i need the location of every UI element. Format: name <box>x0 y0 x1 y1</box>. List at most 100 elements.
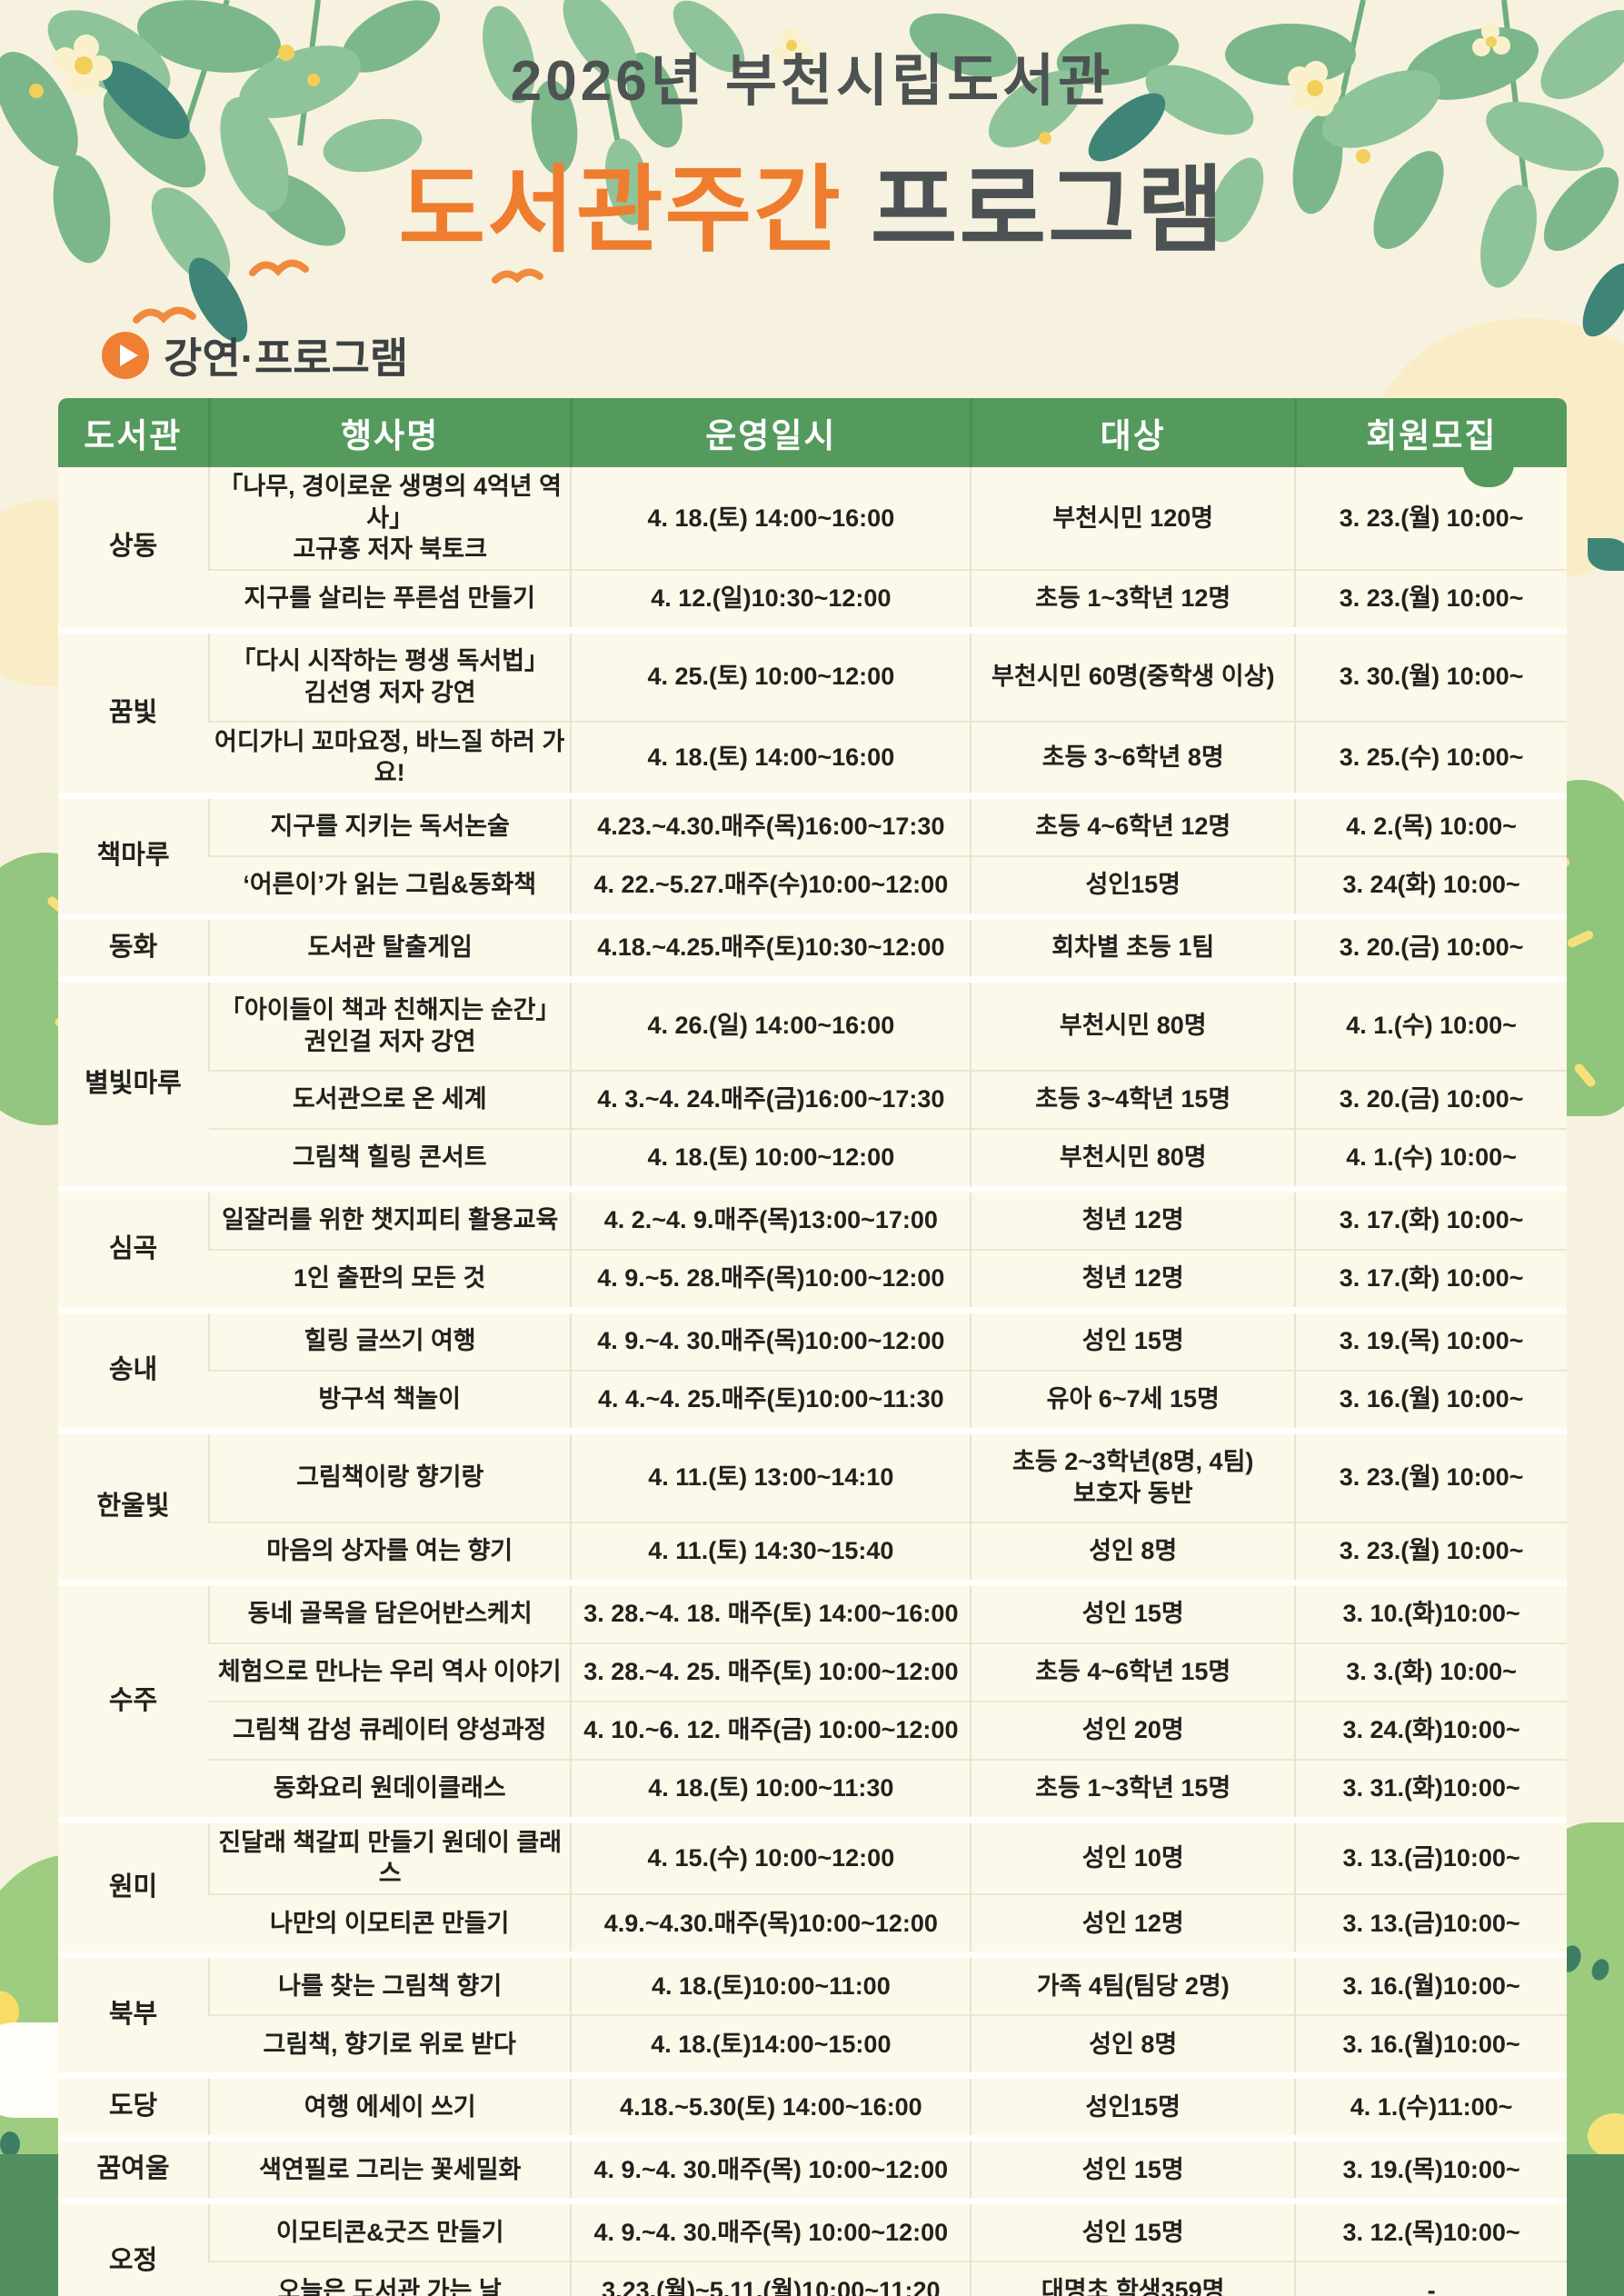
poster-title-highlight: 도서관주간 <box>398 158 842 264</box>
schedule-cell: 4.23.~4.30.매주(목)16:00~17:30 <box>570 792 971 856</box>
event-cell: ‘어른이’가 읽는 그림&동화책 <box>209 854 572 917</box>
recruit-cell: 3. 19.(목)10:00~ <box>1294 2134 1567 2201</box>
target-cell: 성인 15명 <box>970 1579 1296 1643</box>
section-header: 강연·프로그램 <box>102 325 408 385</box>
recruit-cell: 3. 20.(금) 10:00~ <box>1294 913 1567 980</box>
schedule-cell: 4. 26.(일) 14:00~16:00 <box>570 975 971 1071</box>
recruit-cell: 3. 31.(화)10:00~ <box>1294 1758 1567 1821</box>
schedule-cell: 4. 15.(수) 10:00~12:00 <box>570 1816 971 1894</box>
schedule-cell: 4. 18.(토) 14:00~16:00 <box>570 467 971 570</box>
table-row: 그림책, 향기로 위로 받다 4. 18.(토)14:00~15:00 성인 8… <box>58 2013 1567 2076</box>
target-cell: 성인 15명 <box>970 1306 1296 1371</box>
table-row: 동화요리 원데이클래스 4. 18.(토) 10:00~11:30 초등 1~3… <box>58 1758 1567 1821</box>
table-row: 별빛마루 「아이들이 책과 친해지는 순간」 권인걸 저자 강연 4. 26.(… <box>58 975 1567 1190</box>
event-cell: 진달래 책갈피 만들기 원데이 클래스 <box>207 1816 572 1894</box>
target-cell: 부천시민 80명 <box>970 975 1296 1071</box>
target-cell: 가족 4팀(팀당 2명) <box>970 1951 1296 2015</box>
table-row: 체험으로 만나는 우리 역사 이야기 3. 28.~4. 25. 매주(토) 1… <box>58 1642 1567 1702</box>
table-row: 동화 도서관 탈출게임 4.18.~4.25.매주(토)10:30~12:00 … <box>58 913 1567 980</box>
table-row: 꿈여울 색연필로 그리는 꽃세밀화 4. 9.~4. 30.매주(목) 10:0… <box>58 2134 1567 2201</box>
col-header-recruit: 회원모집 <box>1293 398 1567 467</box>
event-cell: 그림책 힐링 콘서트 <box>209 1127 572 1190</box>
recruit-cell: 4. 1.(수) 10:00~ <box>1294 1127 1567 1190</box>
table-row: 마음의 상자를 여는 향기 4. 11.(토) 14:30~15:40 성인 8… <box>58 1521 1567 1583</box>
schedule-cell: 4. 10.~6. 12. 매주(금) 10:00~12:00 <box>570 1700 971 1760</box>
table-row: 지구를 살리는 푸른섬 만들기 4. 12.(일)10:30~12:00 초등 … <box>58 568 1567 631</box>
foliage-illustration <box>0 0 1624 343</box>
recruit-cell: 3. 24(화) 10:00~ <box>1294 854 1567 917</box>
recruit-cell: 3. 30.(월) 10:00~ <box>1294 626 1567 722</box>
table-row: 1인 출판의 모든 것 4. 9.~5. 28.매주(목)10:00~12:00… <box>58 1248 1567 1311</box>
table-row: 한울빛 그림책이랑 향기랑 4. 11.(토) 13:00~14:10 초등 2… <box>58 1427 1567 1583</box>
schedule-cell: 4. 9.~4. 30.매주(목)10:00~12:00 <box>570 1306 971 1371</box>
library-cell: 도당 <box>58 2071 209 2139</box>
event-cell: 체험으로 만나는 우리 역사 이야기 <box>209 1642 572 1702</box>
event-cell: 도서관 탈출게임 <box>207 913 572 980</box>
target-cell: 부천시민 120명 <box>970 467 1296 570</box>
schedule-cell: 4.9.~4.30.매주(목)10:00~12:00 <box>570 1892 971 1955</box>
event-cell: 동네 골목을 담은어반스케치 <box>207 1579 572 1643</box>
library-cell: 송내 <box>58 1306 209 1432</box>
schedule-cell: 4. 9.~4. 30.매주(목) 10:00~12:00 <box>570 2134 971 2201</box>
schedule-cell: 4. 9.~4. 30.매주(목) 10:00~12:00 <box>570 2197 971 2261</box>
library-cell: 꿈여울 <box>58 2134 209 2201</box>
right-leaf-tip <box>1588 538 1624 571</box>
schedule-cell: 4. 18.(토)14:00~15:00 <box>570 2013 971 2076</box>
library-cell: 한울빛 <box>58 1427 209 1583</box>
target-cell: 부천시민 80명 <box>970 1127 1296 1190</box>
event-cell: 힐링 글쓰기 여행 <box>207 1306 572 1371</box>
table-row: 꿈빛 「다시 시작하는 평생 독서법」 김선영 저자 강연 4. 25.(토) … <box>58 626 1567 796</box>
schedule-cell: 4. 18.(토) 10:00~11:30 <box>570 1758 971 1821</box>
recruit-cell: 3. 16.(월) 10:00~ <box>1294 1369 1567 1432</box>
library-cell: 심곡 <box>58 1185 209 1311</box>
target-cell: 성인 15명 <box>970 2134 1296 2201</box>
recruit-cell: 4. 1.(수)11:00~ <box>1294 2071 1567 2139</box>
table-row: 오늘은 도서관 가는 날 3.23.(월)~5.11.(월)10:00~11:2… <box>58 2260 1567 2296</box>
col-header-schedule: 운영일시 <box>569 398 971 467</box>
table-row: 상동 「나무, 경이로운 생명의 4억년 역사」 고규홍 저자 북토크 4. 1… <box>58 467 1567 570</box>
target-cell: 청년 12명 <box>970 1248 1296 1311</box>
target-cell: 성인15명 <box>970 854 1296 917</box>
target-cell: 초등 3~6학년 8명 <box>970 720 1296 796</box>
recruit-cell: 3. 23.(월) 10:00~ <box>1294 467 1567 570</box>
schedule-cell: 4. 11.(토) 14:30~15:40 <box>570 1521 971 1583</box>
table-row: 도서관으로 온 세계 4. 3.~4. 24.매주(금)16:00~17:30 … <box>58 1069 1567 1129</box>
recruit-cell: 3. 16.(월)10:00~ <box>1294 2013 1567 2076</box>
table-header-row: 도서관 행사명 운영일시 대상 회원모집 <box>58 398 1567 467</box>
schedule-cell: 4. 18.(토)10:00~11:00 <box>570 1951 971 2015</box>
library-cell: 책마루 <box>58 792 209 917</box>
library-cell: 오정 <box>58 2197 209 2296</box>
table-row: 송내 힐링 글쓰기 여행 4. 9.~4. 30.매주(목)10:00~12:0… <box>58 1306 1567 1432</box>
target-cell: 초등 3~4학년 15명 <box>970 1069 1296 1129</box>
schedule-cell: 4. 22.~5.27.매주(수)10:00~12:00 <box>570 854 971 917</box>
table-row: 도당 여행 에세이 쓰기 4.18.~5.30(토) 14:00~16:00 성… <box>58 2071 1567 2139</box>
recruit-cell: 3. 19.(목) 10:00~ <box>1294 1306 1567 1371</box>
program-table: 도서관 행사명 운영일시 대상 회원모집 상동 「나무, 경이로운 생명의 4억… <box>58 398 1567 2296</box>
library-cell: 동화 <box>58 913 209 980</box>
col-header-target: 대상 <box>969 398 1296 467</box>
schedule-cell: 4.18.~4.25.매주(토)10:30~12:00 <box>570 913 971 980</box>
event-cell: 색연필로 그리는 꽃세밀화 <box>207 2134 572 2201</box>
event-cell: 나만의 이모티콘 만들기 <box>209 1892 572 1955</box>
schedule-cell: 4. 2.~4. 9.매주(목)13:00~17:00 <box>570 1185 971 1250</box>
table-row: 어디가니 꼬마요정, 바느질 하러 가요! 4. 18.(토) 14:00~16… <box>58 720 1567 796</box>
schedule-cell: 4. 12.(일)10:30~12:00 <box>570 568 971 631</box>
event-cell: 그림책 감성 큐레이터 양성과정 <box>209 1700 572 1760</box>
schedule-cell: 4. 4.~4. 25.매주(토)10:00~11:30 <box>570 1369 971 1432</box>
recruit-cell: 3. 20.(금) 10:00~ <box>1294 1069 1567 1129</box>
event-cell: 지구를 지키는 독서논술 <box>207 792 572 856</box>
poster-title-rest: 프로그램 <box>842 158 1226 264</box>
library-cell: 수주 <box>58 1579 209 1821</box>
event-cell: 1인 출판의 모든 것 <box>209 1248 572 1311</box>
library-cell: 꿈빛 <box>58 626 209 796</box>
play-icon <box>102 332 149 379</box>
target-cell: 초등 2~3학년(8명, 4팀) 보호자 동반 <box>970 1427 1296 1522</box>
target-cell: 청년 12명 <box>970 1185 1296 1250</box>
target-cell: 유아 6~7세 15명 <box>970 1369 1296 1432</box>
event-cell: 그림책이랑 향기랑 <box>207 1427 572 1522</box>
target-cell: 성인 12명 <box>970 1892 1296 1955</box>
target-cell: 초등 4~6학년 15명 <box>970 1642 1296 1702</box>
recruit-cell: 3. 17.(화) 10:00~ <box>1294 1185 1567 1250</box>
target-cell: 초등 1~3학년 15명 <box>970 1758 1296 1821</box>
table-row: 심곡 일잘러를 위한 챗지피티 활용교육 4. 2.~4. 9.매주(목)13:… <box>58 1185 1567 1311</box>
